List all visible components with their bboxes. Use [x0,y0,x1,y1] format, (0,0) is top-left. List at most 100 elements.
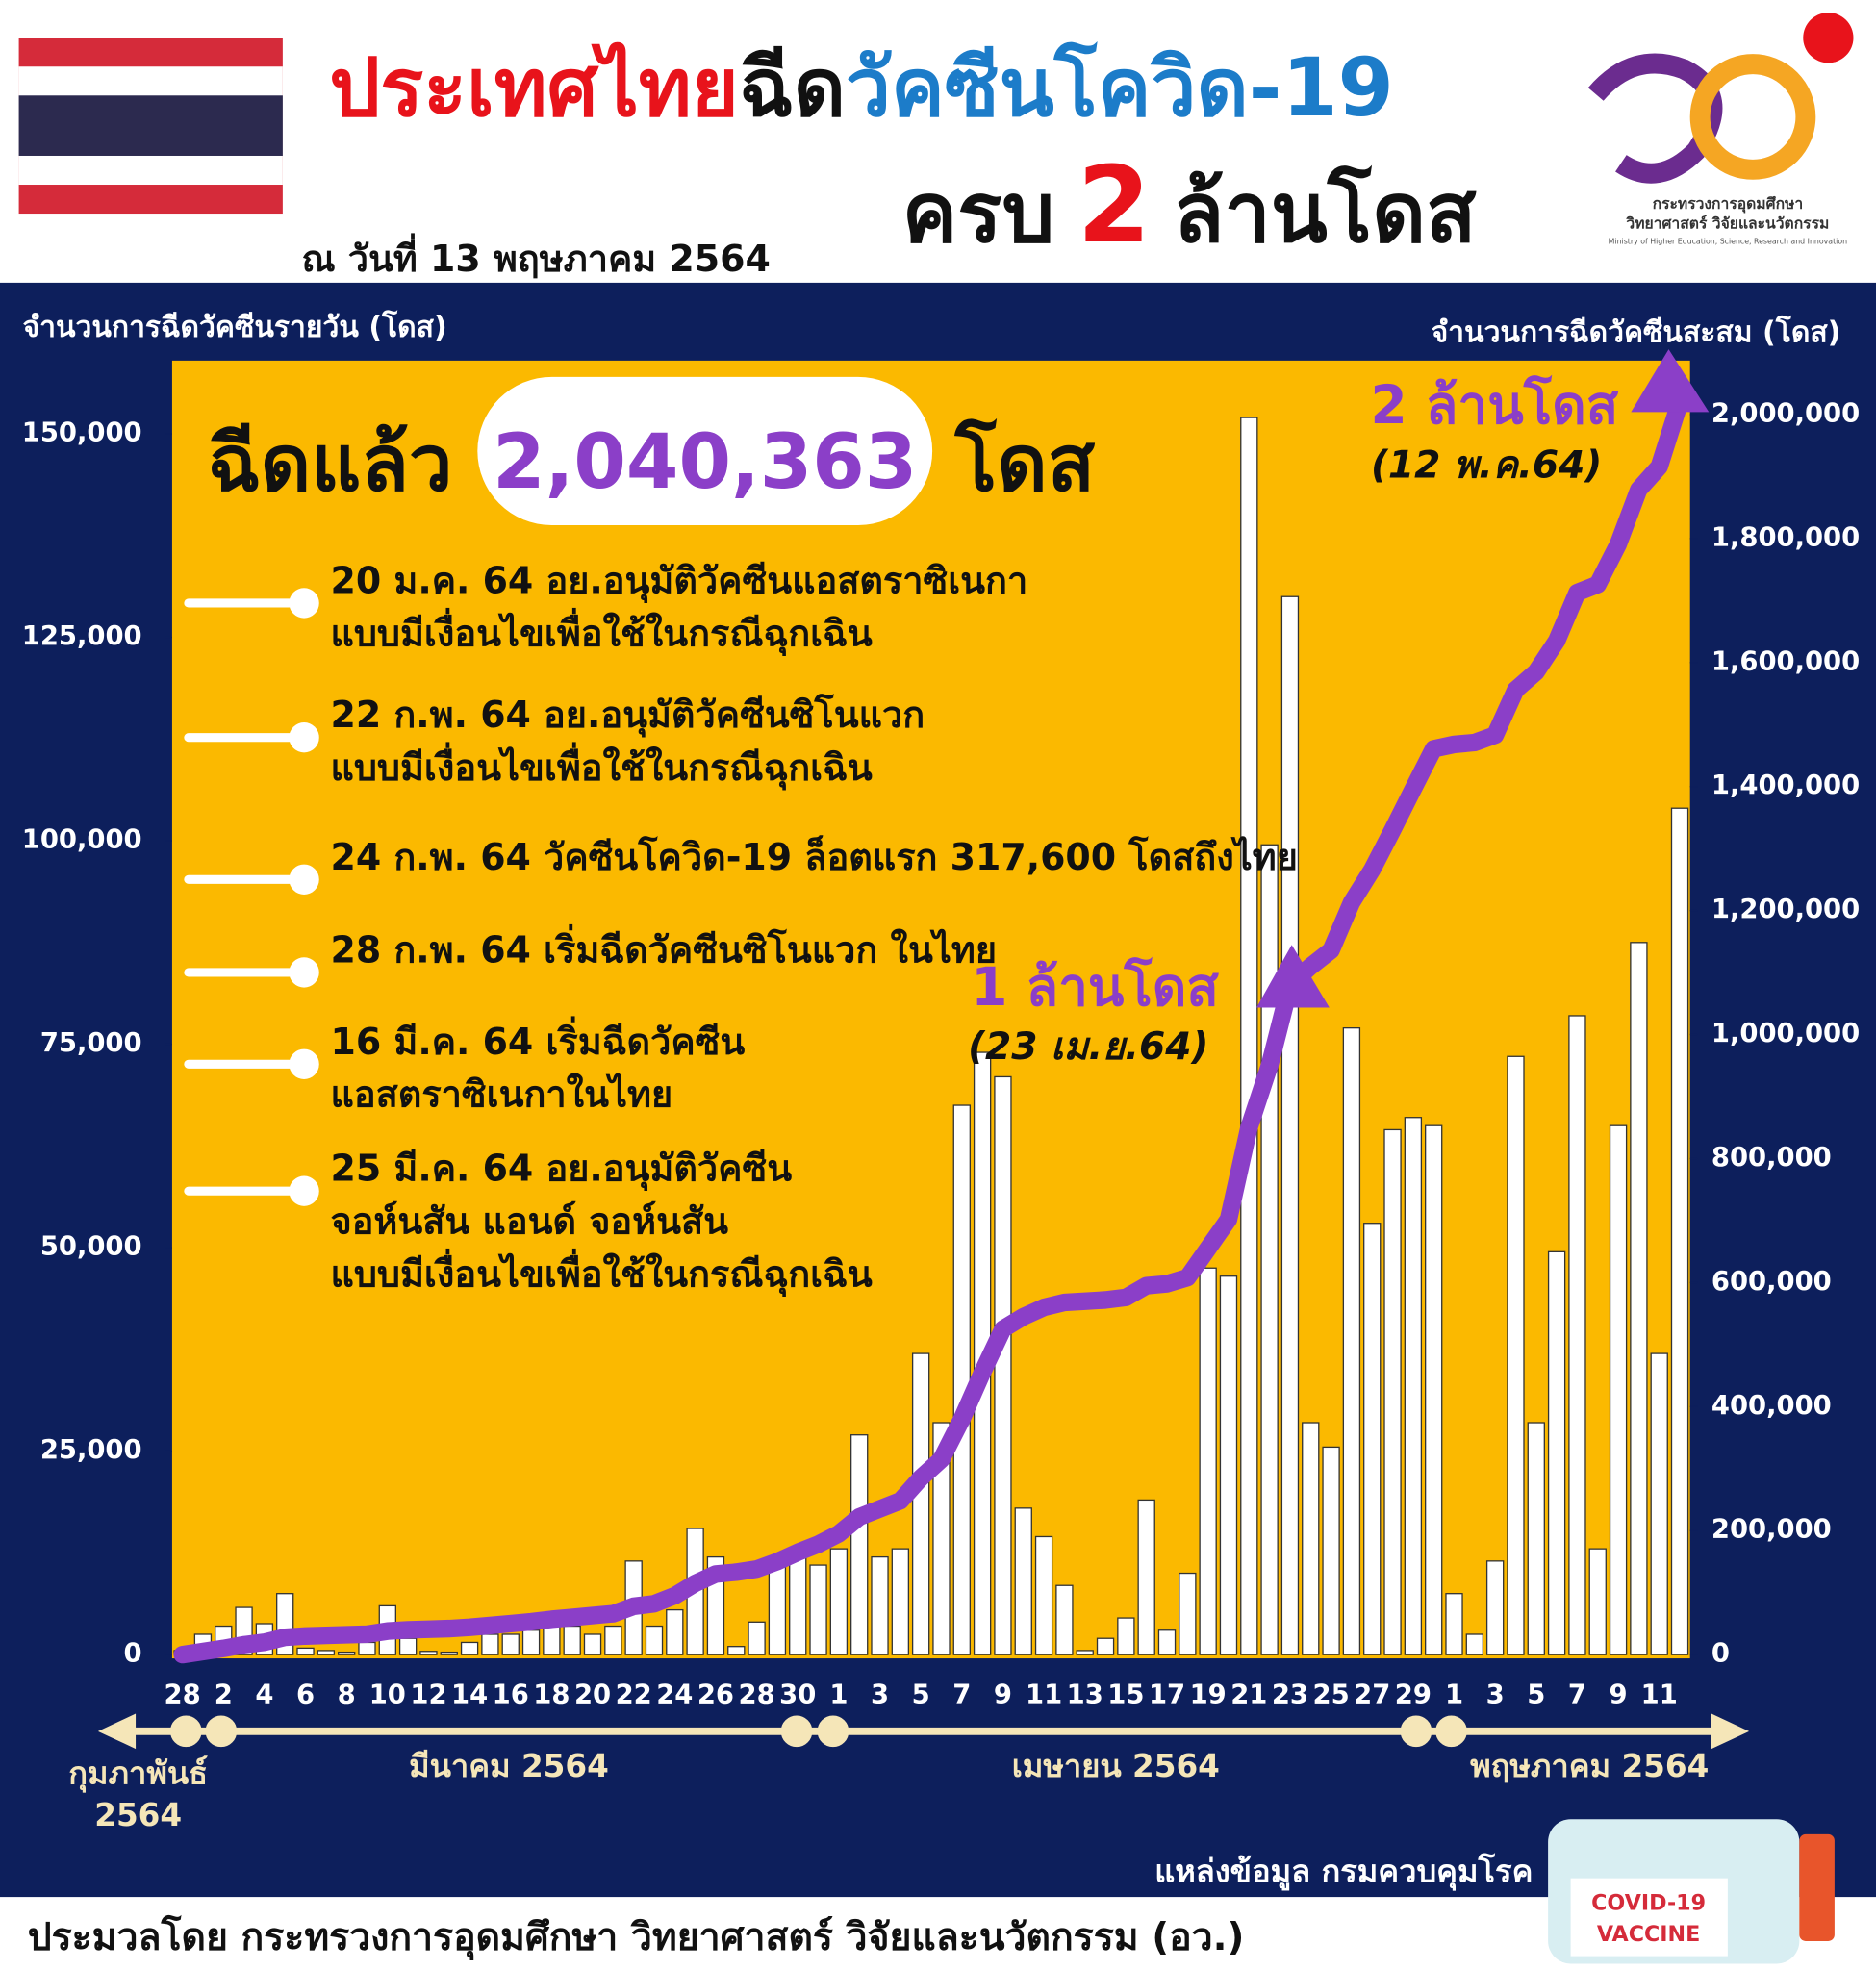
total-suffix: โดส [954,417,1096,509]
x-tick-label: 16 [493,1680,529,1710]
event-dot [289,1175,319,1206]
y2-tick-label: 800,000 [1711,1143,1832,1173]
x-tick-label: 17 [1149,1680,1185,1710]
event-dot [289,957,319,988]
x-tick-label: 28 [165,1680,201,1710]
bar [748,1621,766,1655]
annotation-date: (23 เม.ย.64) [968,1025,1208,1069]
bar [1322,1446,1340,1655]
x-tick-label: 14 [451,1680,488,1710]
x-tick-label: 21 [1230,1680,1267,1710]
month-label: มีนาคม 2564 [409,1748,609,1784]
y2-tick-label: 1,800,000 [1711,522,1860,552]
bar [1507,1055,1525,1655]
bar [501,1633,520,1655]
bar [419,1651,438,1655]
bar [1157,1629,1177,1655]
bar [1547,1250,1566,1655]
bar [481,1633,499,1655]
x-tick-label: 9 [994,1680,1012,1710]
total: 2,040,363 [493,418,917,506]
bar [1014,1507,1032,1655]
y-tick-label: 25,000 [40,1435,142,1465]
x-tick-label: 13 [1067,1680,1103,1710]
bar [1260,844,1279,1655]
bar [809,1564,827,1655]
y2-tick-label: 1,000,000 [1711,1019,1860,1048]
y-tick-label: 125,000 [22,621,142,651]
y2-tick-label: 1,200,000 [1711,895,1860,924]
y-axis-title: จำนวนการฉีดวัคซีนรายวัน (โดส) [23,309,447,344]
x-tick-label: 1 [1445,1680,1463,1710]
logo-line: กระทรวงการอุดมศึกษา [1653,194,1804,214]
bar [1302,1422,1320,1655]
month-label: กุมภาพันธ์ [68,1755,208,1794]
y-tick-label: 75,000 [40,1028,142,1058]
bar [911,1352,930,1655]
bar [932,1422,951,1655]
x-tick-label: 25 [1313,1680,1350,1710]
bar [789,1548,807,1655]
bar [891,1548,910,1655]
bar [1485,1560,1505,1655]
bar [440,1651,458,1655]
x-tick-label: 28 [739,1680,775,1710]
bar [1363,1223,1382,1655]
bar [1650,1352,1668,1655]
y2-tick-label: 2,000,000 [1711,398,1860,428]
event-text: 22 ก.พ. 64 อย.อนุมัติวัคซีนซิโนแวก [331,693,925,738]
event-dot [289,588,319,619]
date: ณ วันที่ 13 พฤษภาคม 2564 [301,233,770,280]
bar [296,1647,315,1655]
event-text: แบบมีเงื่อนไขเพื่อใช้ในกรณีฉุกเฉิน [331,607,873,656]
bar [1445,1593,1463,1655]
annotation: 2 ล้านโดส [1371,374,1619,436]
event-dot [289,1048,319,1079]
x-tick-label: 10 [369,1680,406,1710]
milestone-marker [1631,349,1710,413]
x-tick-label: 23 [1272,1680,1308,1710]
chart: 0 25,000 50,000 75,000 100,000 125,000 150,000… [22,392,1860,1710]
source: แหล่งข้อมูล กรมควบคุมโรค [1154,1853,1533,1892]
x-tick-label: 4 [255,1680,273,1710]
month-label: 2564 [94,1797,182,1833]
event-text: 28 ก.พ. 64 เริ่มฉีดวัคซีนซิโนแวก ในไทย [331,923,998,971]
x-tick-label: 24 [656,1680,693,1710]
x-tick-label: 6 [296,1680,315,1710]
bar [1670,807,1689,1655]
x-tick-label: 7 [952,1680,971,1710]
x-tick-label: 30 [779,1680,816,1710]
x-tick-label: 22 [616,1680,652,1710]
bar [337,1651,356,1655]
total-prefix: ฉีดแล้ว [208,418,453,509]
event-text: แอสตราซิเนกาในไทย [331,1073,673,1116]
event-text: 25 มี.ค. 64 อย.อนุมัติวัคซีน [331,1148,793,1192]
x-tick-label: 5 [1527,1680,1545,1710]
x-tick-label: 3 [871,1680,889,1710]
x-tick-label: 9 [1610,1680,1628,1710]
bar [604,1625,622,1655]
bar [829,1548,849,1655]
logo-line: Ministry of Higher Education, Science, R… [1609,237,1847,245]
bar [1383,1128,1402,1655]
bar [460,1641,479,1655]
event-text: แบบมีเงื่อนไขเพื่อใช้ในกรณีฉุกเฉิน [331,742,873,791]
y-tick-label: 50,000 [40,1232,142,1262]
bar [1076,1650,1094,1655]
y2-tick-label: 400,000 [1711,1391,1832,1421]
event-dot [289,864,319,895]
bar [1034,1535,1053,1655]
thai-flag [18,38,283,215]
bar [317,1650,336,1655]
bar [521,1629,541,1655]
timeline [97,1713,1750,1750]
y2-tick-label: 1,600,000 [1711,646,1860,676]
bar [1588,1548,1607,1655]
y-tick-label: 0 [124,1639,142,1669]
bar [1342,1027,1361,1655]
bar [358,1641,376,1655]
x-tick-label: 11 [1641,1680,1678,1710]
bar [1465,1633,1484,1655]
bar [645,1625,664,1655]
